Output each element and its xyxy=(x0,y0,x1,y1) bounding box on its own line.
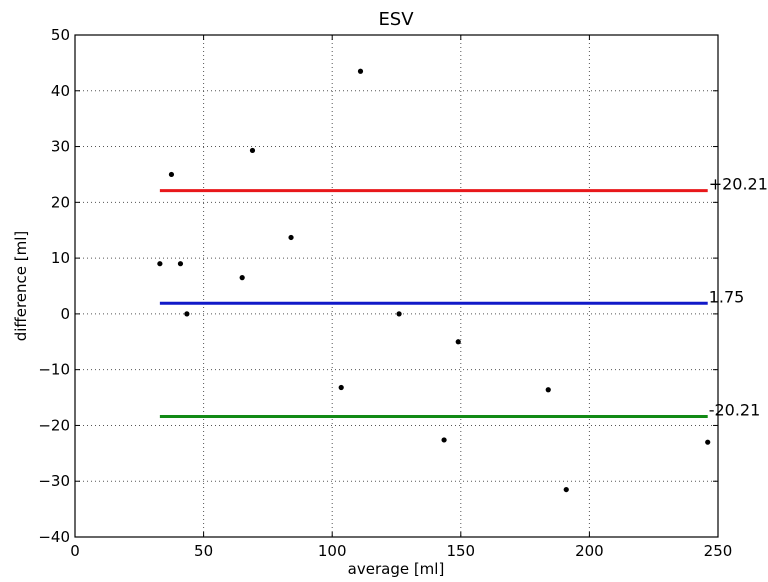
data-point xyxy=(184,311,190,317)
data-point xyxy=(563,486,569,493)
chart-title: ESV xyxy=(378,9,414,30)
data-point xyxy=(168,171,175,178)
y-tick-label: 30 xyxy=(51,138,70,156)
reference-line-label: -20.21 xyxy=(709,401,761,420)
data-point xyxy=(239,275,245,281)
y-tick-label: −20 xyxy=(38,416,70,434)
data-point xyxy=(177,261,184,267)
reference-line-label: 1.75 xyxy=(709,287,745,306)
data-point xyxy=(705,439,711,445)
y-axis-label: difference [ml] xyxy=(12,231,30,342)
data-point xyxy=(288,234,294,241)
y-tick-label: 10 xyxy=(51,249,70,267)
x-axis-label: average [ml] xyxy=(348,560,445,578)
y-tick-label: 0 xyxy=(60,305,70,323)
y-tick-label: −10 xyxy=(38,361,70,379)
x-tick-label: 0 xyxy=(70,542,80,560)
reference-lines: +20.21 1.75 -20.21 xyxy=(159,175,768,420)
y-tick-label: 40 xyxy=(51,82,70,100)
data-points xyxy=(157,68,711,493)
data-point xyxy=(396,311,402,317)
data-point xyxy=(338,384,344,391)
y-tick-label: 20 xyxy=(51,193,70,211)
data-point xyxy=(545,387,551,393)
x-tick-label: 150 xyxy=(446,542,475,560)
reference-line-label: +20.21 xyxy=(709,175,768,194)
data-point xyxy=(157,261,163,267)
y-tick-label: −30 xyxy=(38,472,70,490)
axis-ticks: 0 50 100 150 200 250 −40 −30 −20 −10 0 10 20 30 40 50 xyxy=(38,26,732,560)
x-tick-label: 100 xyxy=(318,542,347,560)
data-point xyxy=(441,437,447,443)
data-point xyxy=(357,68,364,74)
x-tick-label: 50 xyxy=(194,542,213,560)
x-tick-label: 250 xyxy=(704,542,733,560)
y-tick-label: −40 xyxy=(38,528,70,546)
y-tick-label: 50 xyxy=(51,26,70,44)
grid xyxy=(75,35,718,537)
plot-frame xyxy=(74,34,719,538)
data-point xyxy=(455,339,461,345)
data-point xyxy=(249,147,256,154)
x-tick-label: 200 xyxy=(575,542,604,560)
